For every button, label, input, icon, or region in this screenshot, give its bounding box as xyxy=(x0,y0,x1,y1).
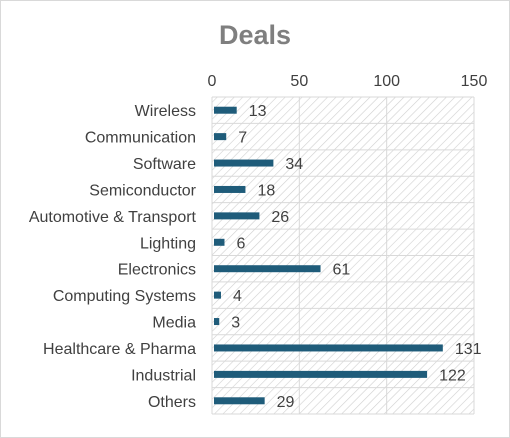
data-label: 13 xyxy=(249,103,267,120)
bar xyxy=(214,133,227,141)
bar xyxy=(214,370,428,378)
category-label: Others xyxy=(148,394,196,411)
data-label: 26 xyxy=(271,209,289,226)
category-label: Communication xyxy=(85,130,196,147)
data-label: 29 xyxy=(277,394,295,411)
category-label: Automotive & Transport xyxy=(29,209,197,226)
bar xyxy=(214,318,220,326)
category-label: Wireless xyxy=(135,103,196,120)
data-label: 7 xyxy=(238,130,247,147)
category-label: Media xyxy=(152,315,196,332)
data-label: 6 xyxy=(236,235,245,252)
bar xyxy=(214,106,237,114)
category-label: Electronics xyxy=(118,262,196,279)
category-label: Healthcare & Pharma xyxy=(43,341,196,358)
bar xyxy=(214,344,443,352)
bar xyxy=(214,238,225,246)
bar xyxy=(214,212,260,220)
data-label: 3 xyxy=(231,315,240,332)
data-label: 61 xyxy=(333,262,351,279)
x-axis-ticks: 0 50 100 150 xyxy=(208,73,488,90)
bar xyxy=(214,291,221,299)
data-label: 122 xyxy=(439,367,466,384)
data-label: 4 xyxy=(233,288,242,305)
category-label: Lighting xyxy=(140,235,196,252)
bar xyxy=(214,397,265,405)
chart-title: Deals xyxy=(219,20,291,50)
category-labels: Wireless Communication Software Semiconduct… xyxy=(29,103,197,411)
data-label: 18 xyxy=(257,182,275,199)
bar xyxy=(214,159,274,167)
category-label: Industrial xyxy=(131,367,196,384)
x-tick-label: 50 xyxy=(290,73,308,90)
x-tick-label: 150 xyxy=(461,73,488,90)
gridlines xyxy=(211,96,475,415)
data-labels: 137 34 18 26 6 61 4 3 131 122 29 xyxy=(231,103,481,411)
data-label: 131 xyxy=(455,341,482,358)
bars xyxy=(214,106,443,405)
bar xyxy=(214,265,321,273)
category-label: Semiconductor xyxy=(89,182,196,199)
category-label: Computing Systems xyxy=(53,288,196,305)
bar xyxy=(214,185,246,193)
data-label: 34 xyxy=(285,156,303,173)
category-label: Software xyxy=(133,156,196,173)
x-tick-label: 0 xyxy=(208,73,217,90)
x-tick-label: 100 xyxy=(373,73,400,90)
